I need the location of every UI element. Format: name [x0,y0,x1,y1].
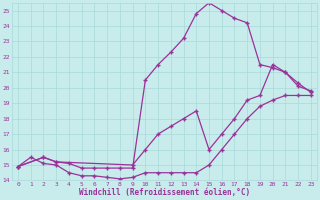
X-axis label: Windchill (Refroidissement éolien,°C): Windchill (Refroidissement éolien,°C) [79,188,250,197]
